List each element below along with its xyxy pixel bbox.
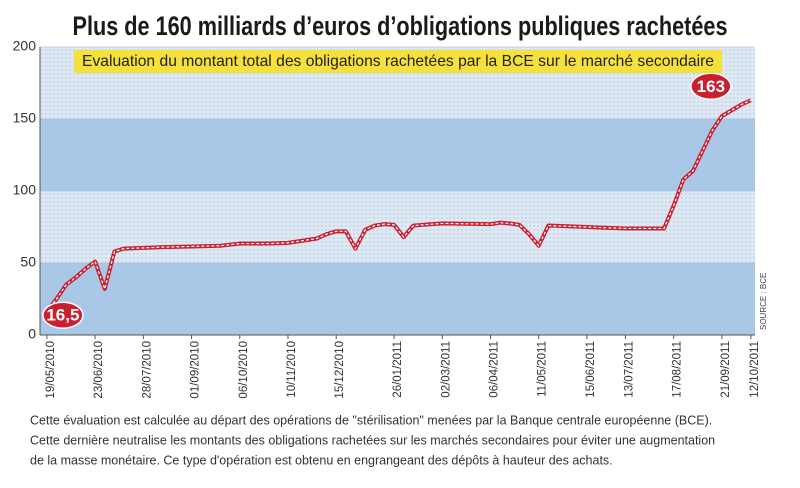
x-tick-label: 10/11/2010 [286,341,298,398]
x-tick-label: 01/09/2010 [190,341,202,399]
x-tick-label: 13/07/2011 [624,341,636,398]
x-tick-label: 15/06/2011 [585,341,597,398]
y-tick-label: 0 [28,326,36,342]
band [40,119,755,191]
y-tick-label: 200 [13,38,37,54]
source: SOURCE : BCE [759,273,768,330]
x-tick-label: 17/08/2011 [672,341,684,398]
line-highlight [46,99,752,312]
footnote: Cette dernière neutralise les montants d… [30,433,715,447]
x-tick-label: 11/05/2011 [537,341,549,397]
y-tick-label: 50 [20,254,36,270]
y-tick-label: 150 [13,110,37,126]
x-tick-label: 23/06/2010 [93,341,105,399]
x-tick-label: 06/10/2010 [238,341,250,399]
value-label-badge [42,301,84,329]
x-tick-label: 06/04/2011 [489,341,501,398]
subtitle: Evaluation du montant total des obligati… [82,53,714,70]
x-tick-label: 02/03/2011 [440,341,452,398]
x-tick-label: 19/05/2010 [45,341,57,399]
footnote: de la masse monétaire. Ce type d'opérati… [30,453,613,467]
x-tick-label: 26/01/2011 [392,341,404,398]
chart-title: Plus de 160 milliards d’euros d’obligati… [73,11,728,41]
x-tick-label: 15/12/2010 [334,341,346,399]
x-tick-label: 21/09/2011 [720,341,732,398]
value-label: 16,5 [46,306,79,325]
y-tick-label: 100 [13,182,37,198]
value-label-badge [690,72,732,101]
x-tick-label: 28/07/2010 [141,341,153,399]
band [40,263,755,335]
value-label: 163 [697,77,725,96]
x-tick-label: 12/10/2011 [749,341,761,398]
subtitle-box [74,50,722,73]
footnote: Cette évaluation est calculée au départ … [30,413,712,427]
